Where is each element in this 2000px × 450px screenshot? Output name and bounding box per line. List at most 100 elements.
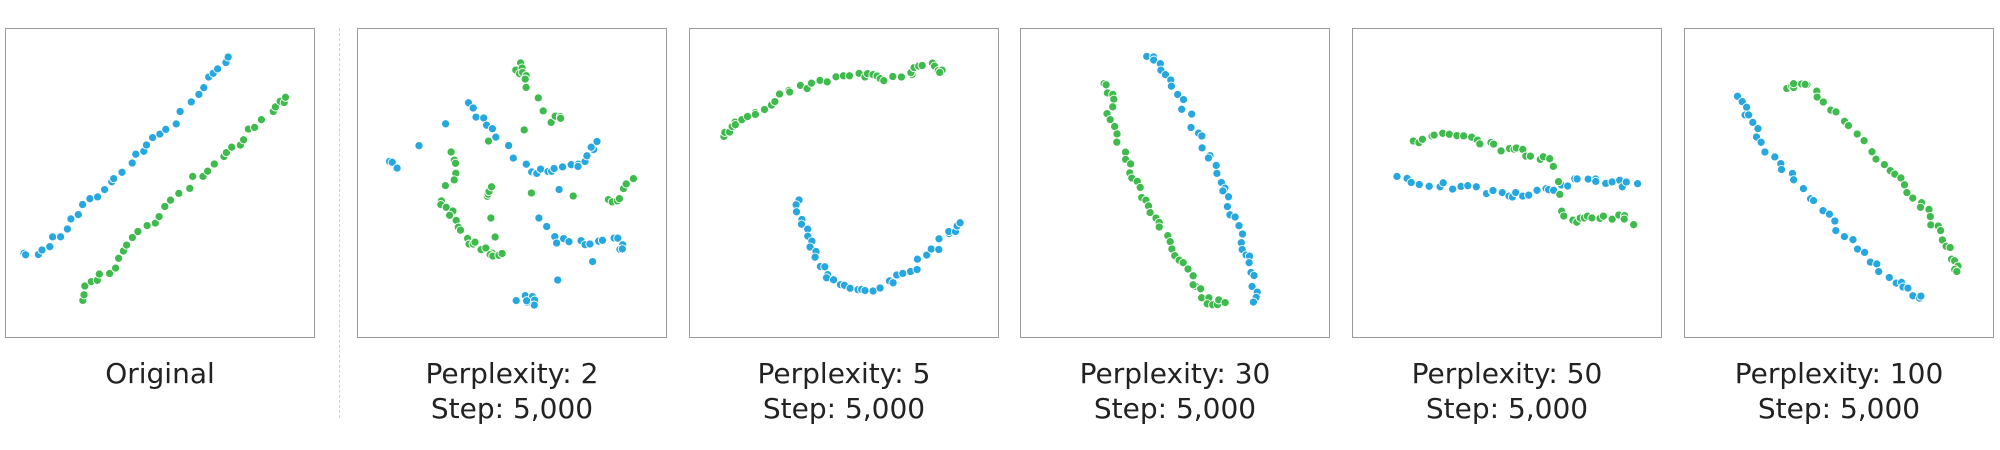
scatter-point bbox=[470, 237, 480, 247]
scatter-point bbox=[127, 158, 137, 168]
scatter-point bbox=[519, 125, 529, 135]
scatter-point bbox=[1952, 266, 1962, 277]
scatter-point bbox=[922, 250, 932, 260]
scatter-point bbox=[1183, 264, 1193, 274]
scatter-point bbox=[520, 74, 530, 84]
scatter-point bbox=[1871, 154, 1881, 164]
scatter-point bbox=[1879, 160, 1889, 170]
scatter-point bbox=[93, 192, 103, 202]
scatter-point bbox=[79, 290, 89, 300]
scatter-point bbox=[1808, 196, 1819, 206]
scatter-point bbox=[1824, 209, 1834, 219]
scatter-point bbox=[820, 262, 830, 272]
caption-line-2: Step: 5,000 bbox=[762, 392, 926, 425]
scatter-point bbox=[199, 83, 209, 93]
scatter-point bbox=[1903, 283, 1913, 293]
scatter-point bbox=[1211, 160, 1221, 170]
scatter-point bbox=[533, 93, 543, 103]
scatter-point bbox=[1563, 181, 1573, 191]
scatter-point bbox=[48, 232, 58, 242]
panel-perplexity-50 bbox=[1352, 28, 1662, 338]
scatter-point bbox=[1212, 168, 1222, 178]
scatter-point bbox=[1874, 267, 1884, 277]
scatter-point bbox=[1549, 185, 1559, 195]
scatter-point bbox=[522, 296, 532, 306]
scatter-point bbox=[1249, 270, 1259, 281]
scatter-point bbox=[742, 111, 753, 122]
scatter-point bbox=[934, 234, 944, 244]
caption-perplexity-50: Perplexity: 50 Step: 5,000 bbox=[1342, 356, 1672, 426]
scatter-point bbox=[80, 281, 90, 291]
scatter-point bbox=[1899, 180, 1910, 190]
scatter-point bbox=[142, 221, 152, 231]
scatter-point bbox=[481, 243, 491, 253]
scatter-point bbox=[1135, 182, 1145, 192]
scatter-point bbox=[759, 104, 770, 115]
scatter-point bbox=[582, 151, 592, 161]
scatter-point bbox=[1598, 211, 1608, 221]
scatter-point bbox=[558, 162, 568, 172]
scatter-point bbox=[1621, 177, 1631, 187]
scatter-point bbox=[1532, 185, 1542, 195]
scatter-point bbox=[155, 129, 165, 139]
scatter-point bbox=[497, 248, 507, 259]
scatter-point bbox=[912, 254, 922, 264]
scatter-point bbox=[165, 195, 176, 205]
scatter-point bbox=[1459, 131, 1469, 141]
scatter-point bbox=[175, 106, 185, 117]
scatter-point bbox=[471, 112, 481, 122]
scatter-point bbox=[1197, 131, 1207, 141]
scatter-point bbox=[552, 238, 562, 248]
scatter-point bbox=[1926, 220, 1936, 230]
scatter-point bbox=[1112, 137, 1122, 147]
scatter-point bbox=[154, 212, 164, 222]
scatter-point bbox=[62, 224, 72, 234]
caption-line-1: Perplexity: 100 bbox=[1734, 357, 1944, 390]
scatter-plot-perplexity-30 bbox=[1099, 51, 1262, 310]
scatter-point bbox=[888, 278, 898, 288]
scatter-point bbox=[131, 149, 141, 159]
scatter-point bbox=[844, 71, 855, 81]
scatter-point bbox=[1925, 211, 1935, 222]
scatter-point bbox=[1154, 222, 1164, 232]
scatter-point bbox=[486, 182, 497, 192]
scatter-point bbox=[1247, 281, 1257, 292]
caption-line-2: Step: 5,000 bbox=[1093, 392, 1257, 425]
scatter-point bbox=[1166, 81, 1176, 91]
scatter-point bbox=[1830, 216, 1840, 226]
scatter-point bbox=[468, 103, 478, 113]
scatter-point bbox=[227, 142, 237, 152]
scatter-point bbox=[66, 214, 76, 224]
scatter-point bbox=[1789, 79, 1799, 89]
scatter-point bbox=[613, 233, 623, 243]
scatter-point bbox=[174, 188, 184, 198]
scatter-point bbox=[585, 239, 595, 249]
scatter-point bbox=[250, 122, 260, 132]
panel-divider bbox=[339, 28, 340, 418]
scatter-point bbox=[822, 77, 832, 87]
scatter-point bbox=[160, 201, 170, 212]
scatter-point bbox=[1619, 214, 1629, 224]
scatter-point bbox=[161, 124, 171, 134]
caption-line-1: Original bbox=[105, 357, 215, 390]
scatter-point bbox=[796, 219, 807, 229]
scatter-point bbox=[546, 117, 556, 127]
scatter-point bbox=[597, 235, 608, 245]
scatter-point bbox=[1859, 136, 1869, 146]
scatter-point bbox=[845, 283, 855, 293]
scatter-point bbox=[213, 64, 223, 74]
scatter-point bbox=[1753, 124, 1763, 134]
caption-line-1: Perplexity: 30 bbox=[1079, 357, 1271, 390]
scatter-point bbox=[1587, 213, 1597, 223]
scatter-point bbox=[491, 132, 501, 142]
scatter-point bbox=[188, 171, 198, 181]
caption-line-1: Perplexity: 2 bbox=[425, 357, 599, 390]
scatter-point bbox=[1414, 179, 1424, 190]
scatter-plot-original bbox=[19, 52, 291, 305]
scatter-point bbox=[111, 263, 121, 273]
scatter-point bbox=[829, 275, 839, 285]
scatter-point bbox=[1145, 208, 1155, 218]
scatter-point bbox=[1424, 181, 1434, 191]
scatter-point bbox=[122, 240, 132, 250]
scatter-point bbox=[21, 250, 31, 260]
